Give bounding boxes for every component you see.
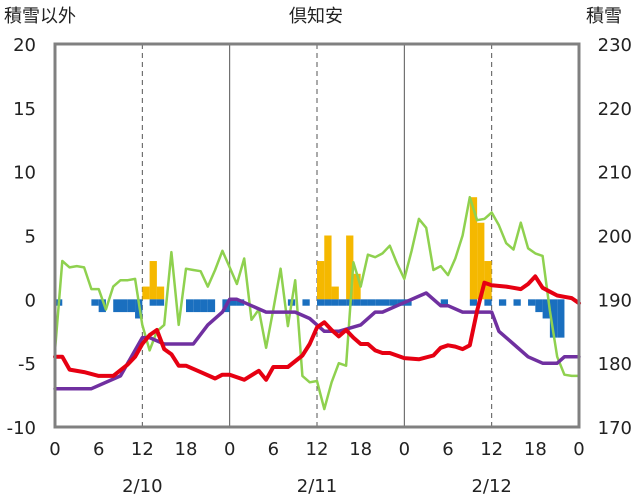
snow-change-bar <box>324 299 332 306</box>
x-tick-label: 12 <box>306 439 329 460</box>
left-tick-label: 20 <box>13 35 36 56</box>
snow-change-bar <box>469 299 478 306</box>
snowfall-bar <box>324 235 332 300</box>
right-axis-ticks: 230 220 210 200 190 180 170 <box>598 35 632 439</box>
snow-change-bar <box>338 299 347 306</box>
right-axis-title: 積雪 <box>586 6 622 27</box>
plot-frame <box>53 42 581 429</box>
snow-change-bar <box>331 299 339 306</box>
snow-change-bar <box>186 299 194 313</box>
right-tick-label: 200 <box>598 227 632 248</box>
x-tick-label: 12 <box>131 439 154 460</box>
series-lines <box>53 195 581 411</box>
snow-change-bar <box>127 299 136 313</box>
snow-change-bar <box>528 299 536 306</box>
snow-change-bar <box>98 299 106 313</box>
left-tick-label: 15 <box>13 99 36 120</box>
snowfall-bar <box>484 261 492 300</box>
right-tick-label: 230 <box>598 35 632 56</box>
x-tick-label: 0 <box>573 439 584 460</box>
snow-change-bar <box>484 299 492 306</box>
x-tick-label: 18 <box>175 439 198 460</box>
x-tick-label: 6 <box>442 439 453 460</box>
snow-change-bar <box>120 299 128 313</box>
left-axis-title: 積雪以外 <box>4 6 76 27</box>
left-tick-label: -10 <box>7 418 36 439</box>
vertical-gridlines <box>141 44 493 427</box>
snow-change-bar <box>360 299 368 306</box>
snow-change-bar <box>91 299 99 306</box>
left-tick-label: -5 <box>18 354 36 375</box>
snow-change-bar <box>149 299 157 306</box>
wind-line <box>53 195 581 411</box>
snowfall-bar <box>477 222 485 300</box>
chart-title: 倶知安 <box>289 6 343 27</box>
snow-change-bar <box>317 299 325 306</box>
right-tick-label: 220 <box>598 99 632 120</box>
snow-change-bar <box>367 299 376 306</box>
date-label: 2/11 <box>297 476 337 497</box>
snow-change-bar <box>229 299 237 306</box>
snowfall-bar <box>469 197 478 300</box>
snow-change-bar <box>375 299 383 306</box>
left-tick-label: 5 <box>25 227 36 248</box>
right-tick-label: 180 <box>598 354 632 375</box>
left-axis-ticks: 20 15 10 5 0 -5 -10 <box>7 35 36 439</box>
left-tick-label: 10 <box>13 163 36 184</box>
snow-change-bar <box>440 299 448 306</box>
x-tick-label: 0 <box>224 439 235 460</box>
snow-change-bar <box>542 299 550 319</box>
snow-change-bar <box>200 299 208 313</box>
snowfall-bar <box>156 286 165 300</box>
snow-change-bar <box>498 299 507 306</box>
snow-change-bar <box>513 299 521 306</box>
x-axis-ticks: 0 6 12 18 0 6 12 18 0 6 12 18 0 <box>49 439 584 460</box>
temperature-line <box>53 274 581 382</box>
snow-change-bar <box>207 299 216 313</box>
right-tick-label: 190 <box>598 290 632 311</box>
x-tick-label: 12 <box>480 439 503 460</box>
snow-change-bar <box>113 299 121 313</box>
snowfall-bar <box>353 273 361 300</box>
x-tick-label: 6 <box>93 439 104 460</box>
date-label: 2/12 <box>471 476 511 497</box>
x-tick-label: 0 <box>399 439 410 460</box>
snow-change-bar <box>382 299 390 306</box>
snowfall-bar <box>346 235 354 300</box>
snow-change-bar <box>353 299 361 306</box>
right-tick-label: 170 <box>598 418 632 439</box>
snowfall-bar <box>149 261 157 300</box>
left-tick-label: 0 <box>25 290 36 311</box>
snow-change-bar <box>389 299 398 306</box>
snowfall-bar <box>331 286 339 300</box>
right-tick-label: 210 <box>598 163 632 184</box>
bars <box>55 197 565 338</box>
snowfall-bar <box>317 261 325 300</box>
date-label: 2/10 <box>122 476 162 497</box>
snow-change-bar <box>156 299 165 306</box>
snow-change-bar <box>193 299 201 313</box>
x-tick-label: 18 <box>524 439 547 460</box>
snow-change-bar <box>535 299 543 313</box>
snow-change-bar <box>549 299 558 338</box>
x-tick-label: 18 <box>349 439 372 460</box>
snow-change-bar <box>302 299 310 306</box>
snow-change-bar <box>557 299 565 338</box>
date-labels: 2/10 2/11 2/12 <box>122 476 512 497</box>
x-tick-label: 6 <box>268 439 279 460</box>
x-tick-label: 0 <box>49 439 60 460</box>
snowfall-bar <box>142 286 150 300</box>
